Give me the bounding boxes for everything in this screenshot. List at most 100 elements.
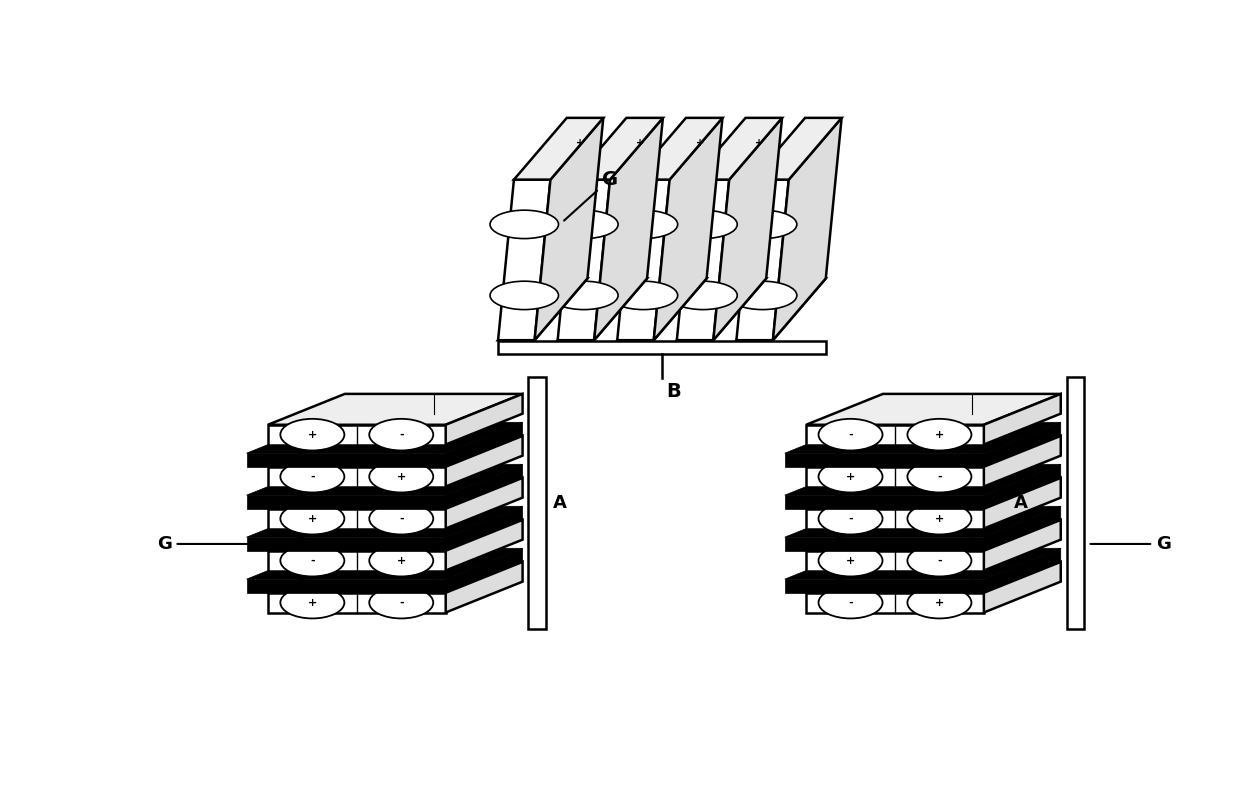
Ellipse shape [490, 210, 558, 238]
Ellipse shape [728, 210, 797, 238]
Ellipse shape [908, 419, 971, 451]
Polygon shape [806, 508, 983, 529]
Ellipse shape [370, 545, 433, 577]
Text: G: G [1090, 535, 1171, 553]
Polygon shape [768, 167, 804, 229]
Polygon shape [653, 118, 723, 340]
Polygon shape [247, 423, 522, 453]
Text: +: + [846, 472, 856, 482]
Ellipse shape [908, 545, 971, 577]
Ellipse shape [908, 461, 971, 492]
Polygon shape [983, 506, 1060, 551]
Polygon shape [656, 229, 691, 291]
Ellipse shape [818, 419, 883, 451]
Ellipse shape [609, 282, 678, 310]
Polygon shape [806, 478, 1060, 508]
Text: +: + [308, 513, 317, 524]
Text: +: + [308, 597, 317, 608]
Polygon shape [713, 118, 782, 340]
Ellipse shape [818, 545, 883, 577]
Ellipse shape [370, 419, 433, 451]
Text: B: B [666, 382, 681, 400]
Text: +: + [696, 138, 704, 148]
Text: -: - [937, 556, 941, 565]
Polygon shape [737, 278, 826, 340]
Polygon shape [498, 342, 826, 354]
Polygon shape [693, 118, 782, 180]
Polygon shape [529, 229, 579, 291]
Polygon shape [1066, 377, 1084, 630]
Polygon shape [498, 180, 551, 340]
Polygon shape [983, 394, 1060, 444]
Text: -: - [937, 472, 941, 482]
Polygon shape [618, 278, 707, 340]
Polygon shape [445, 562, 522, 613]
Text: +: + [397, 556, 405, 565]
Polygon shape [677, 278, 766, 340]
Text: +: + [577, 138, 584, 148]
Polygon shape [806, 436, 1060, 467]
Polygon shape [806, 520, 1060, 551]
Polygon shape [983, 464, 1060, 508]
Polygon shape [649, 167, 684, 229]
Polygon shape [445, 506, 522, 551]
Polygon shape [785, 423, 1060, 453]
Text: -: - [399, 513, 403, 524]
Polygon shape [589, 167, 625, 229]
Polygon shape [247, 549, 522, 579]
Text: -: - [310, 472, 315, 482]
Ellipse shape [818, 503, 883, 534]
Polygon shape [785, 453, 983, 467]
Ellipse shape [908, 587, 971, 618]
Ellipse shape [280, 419, 345, 451]
Polygon shape [983, 520, 1060, 570]
Polygon shape [268, 425, 445, 444]
Ellipse shape [370, 587, 433, 618]
Polygon shape [445, 394, 522, 444]
Polygon shape [785, 579, 983, 593]
Polygon shape [268, 467, 445, 487]
Polygon shape [445, 464, 522, 508]
Text: +: + [935, 430, 944, 439]
Ellipse shape [549, 210, 618, 238]
Ellipse shape [370, 503, 433, 534]
Polygon shape [268, 562, 522, 593]
Ellipse shape [818, 587, 883, 618]
Text: -: - [399, 597, 403, 608]
Text: +: + [846, 556, 856, 565]
Polygon shape [806, 593, 983, 613]
Polygon shape [528, 377, 546, 630]
Polygon shape [806, 467, 983, 487]
Polygon shape [268, 436, 522, 467]
Polygon shape [983, 562, 1060, 613]
Polygon shape [596, 229, 631, 291]
Polygon shape [268, 394, 522, 425]
Polygon shape [268, 520, 522, 551]
Polygon shape [498, 278, 588, 340]
Text: -: - [848, 513, 853, 524]
Text: +: + [636, 138, 644, 148]
Ellipse shape [728, 282, 797, 310]
Polygon shape [537, 229, 572, 291]
Polygon shape [618, 180, 670, 340]
Ellipse shape [280, 545, 345, 577]
Polygon shape [445, 520, 522, 570]
Polygon shape [785, 464, 1060, 495]
Text: +: + [308, 430, 317, 439]
Polygon shape [268, 478, 522, 508]
Text: -: - [310, 556, 315, 565]
Polygon shape [806, 551, 983, 570]
Polygon shape [785, 537, 983, 551]
Text: -: - [399, 430, 403, 439]
Polygon shape [773, 118, 842, 340]
Ellipse shape [668, 282, 738, 310]
Polygon shape [634, 118, 723, 180]
Polygon shape [247, 453, 445, 467]
Ellipse shape [549, 282, 618, 310]
Polygon shape [594, 118, 663, 340]
Text: G: G [564, 169, 618, 221]
Polygon shape [983, 549, 1060, 593]
Text: G: G [157, 535, 259, 553]
Polygon shape [806, 394, 1060, 425]
Polygon shape [785, 506, 1060, 537]
